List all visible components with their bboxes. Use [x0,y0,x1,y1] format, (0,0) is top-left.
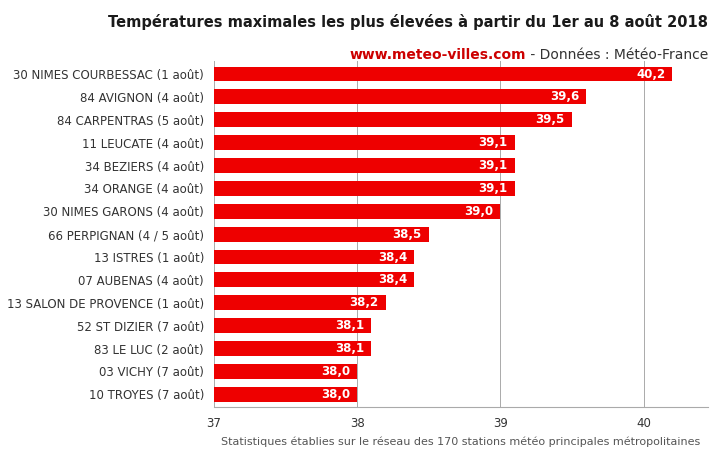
Bar [214,387,357,402]
Text: 38,5: 38,5 [393,227,422,241]
Bar [214,250,415,265]
Bar [214,112,572,127]
Bar [214,296,385,310]
Text: 39,5: 39,5 [536,113,565,126]
Text: 38,1: 38,1 [335,319,364,332]
Bar [214,341,371,356]
Text: 38,4: 38,4 [378,273,408,286]
Text: 39,1: 39,1 [478,182,508,195]
Bar [214,67,672,81]
Bar [214,135,515,150]
Bar [214,227,429,242]
Text: 39,1: 39,1 [478,159,508,172]
Text: 38,4: 38,4 [378,251,408,263]
Text: 39,1: 39,1 [478,136,508,149]
Bar [214,204,500,219]
Text: - Données : Météo-France: - Données : Météo-France [526,48,708,62]
Bar [214,89,586,104]
Text: 38,0: 38,0 [321,365,350,378]
Text: 39,0: 39,0 [464,205,493,218]
Text: 40,2: 40,2 [636,68,665,80]
Bar [214,364,357,379]
Bar [214,181,515,196]
Text: www.meteo-villes.com: www.meteo-villes.com [350,48,526,62]
Text: 39,6: 39,6 [550,90,579,104]
Bar [214,158,515,173]
Text: 38,2: 38,2 [350,296,378,309]
Text: Températures maximales les plus élevées à partir du 1er au 8 août 2018: Températures maximales les plus élevées … [108,14,708,30]
Bar [214,272,415,287]
Text: 38,1: 38,1 [335,342,364,355]
X-axis label: Statistiques établies sur le réseau des 170 stations météo principales métropoli: Statistiques établies sur le réseau des … [222,437,701,447]
Text: 38,0: 38,0 [321,388,350,401]
Bar [214,318,371,333]
